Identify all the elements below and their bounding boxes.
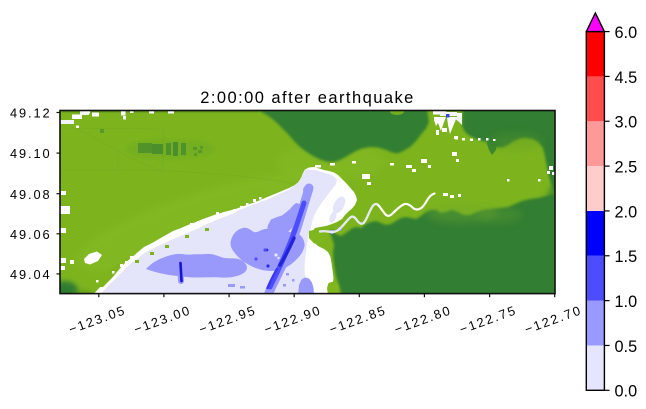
svg-text:1.5: 1.5 bbox=[615, 248, 638, 266]
svg-text:2.5: 2.5 bbox=[615, 159, 638, 177]
svg-text:−122.85: −122.85 bbox=[327, 302, 388, 337]
svg-text:−123.00: −123.00 bbox=[132, 302, 193, 337]
svg-text:3.0: 3.0 bbox=[615, 114, 638, 132]
svg-text:49.12: 49.12 bbox=[10, 106, 52, 121]
svg-text:49.10: 49.10 bbox=[10, 146, 52, 161]
svg-text:−122.95: −122.95 bbox=[197, 302, 258, 337]
svg-text:−122.70: −122.70 bbox=[523, 302, 584, 337]
svg-text:49.04: 49.04 bbox=[10, 267, 52, 282]
svg-text:−122.80: −122.80 bbox=[392, 302, 453, 337]
svg-text:−122.75: −122.75 bbox=[457, 302, 518, 337]
svg-text:6.0: 6.0 bbox=[615, 24, 638, 42]
svg-text:2.0: 2.0 bbox=[615, 203, 638, 221]
svg-text:2:00:00 after earthquake: 2:00:00 after earthquake bbox=[200, 89, 415, 107]
svg-text:49.06: 49.06 bbox=[10, 227, 52, 242]
svg-text:4.5: 4.5 bbox=[615, 69, 638, 87]
svg-text:−122.90: −122.90 bbox=[262, 302, 323, 337]
svg-text:0.0: 0.0 bbox=[615, 383, 638, 401]
svg-text:−123.05: −123.05 bbox=[67, 302, 128, 337]
svg-text:0.5: 0.5 bbox=[615, 338, 638, 356]
svg-text:1.0: 1.0 bbox=[615, 293, 638, 311]
svg-text:49.08: 49.08 bbox=[10, 187, 52, 202]
